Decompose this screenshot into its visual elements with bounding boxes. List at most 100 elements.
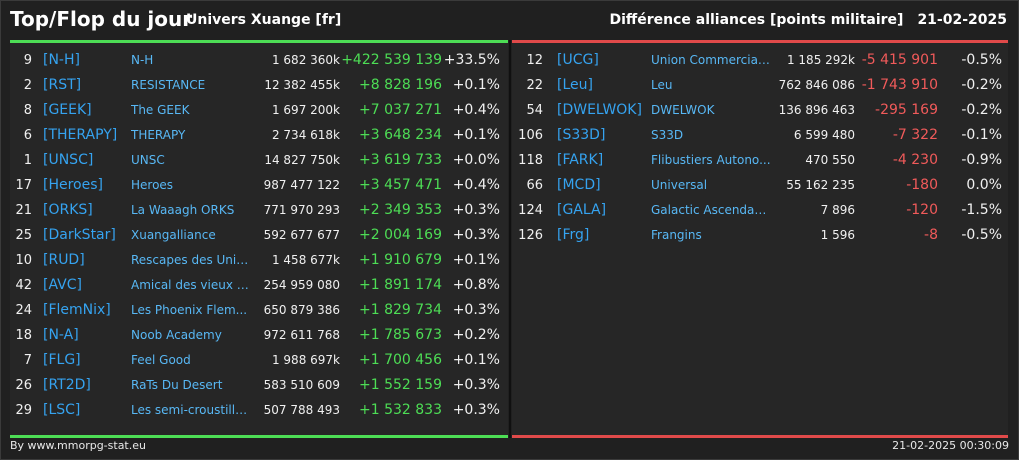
flop-row: 12 [UCG] Union Commerciale... 1 185 292k -5 … xyxy=(512,48,1008,73)
points-difference: +8 828 196 xyxy=(359,77,442,93)
alliance-name-link[interactable]: Xuangalliance xyxy=(131,228,216,242)
percent-change: +0.1% xyxy=(452,252,500,268)
alliance-tag-link[interactable]: [GEEK] xyxy=(43,102,92,118)
points-difference: +1 552 159 xyxy=(359,377,442,393)
alliance-tag-link[interactable]: [FlemNix] xyxy=(43,302,111,318)
alliance-name-link[interactable]: Noob Academy xyxy=(131,328,222,342)
points-difference: +2 004 169 xyxy=(359,227,442,243)
percent-change: +0.1% xyxy=(452,352,500,368)
alliance-rank: 126 xyxy=(518,228,543,243)
alliance-rank: 66 xyxy=(526,178,543,193)
percent-change: -0.2% xyxy=(961,77,1002,93)
alliance-tag-link[interactable]: [N-H] xyxy=(43,52,80,68)
alliance-tag-link[interactable]: [ORKS] xyxy=(43,202,93,218)
percent-change: -1.5% xyxy=(961,202,1002,218)
alliance-name-link[interactable]: UNSC xyxy=(131,153,165,167)
top-row: 42 [AVC] Amical des vieux co... 254 959 080… xyxy=(10,273,508,298)
points-difference: +1 785 673 xyxy=(359,327,442,343)
alliance-tag-link[interactable]: [FLG] xyxy=(43,352,81,368)
percent-change: +0.3% xyxy=(452,227,500,243)
alliance-rank: 106 xyxy=(518,128,543,143)
alliance-name-link[interactable]: Heroes xyxy=(131,178,174,192)
alliance-tag-link[interactable]: [DWELWOK] xyxy=(557,102,642,118)
alliance-name-link[interactable]: Frangins xyxy=(651,228,702,242)
alliance-tag-link[interactable]: [RT2D] xyxy=(43,377,91,393)
points-difference: -8 xyxy=(924,227,938,243)
alliance-tag-link[interactable]: [LSC] xyxy=(43,402,81,418)
alliance-name-link[interactable]: Leu xyxy=(651,78,673,92)
alliance-name-link[interactable]: Universal xyxy=(651,178,708,192)
top-panel: 9 [N-H] N-H 1 682 360k +422 539 139 +33.5% 2 [R… xyxy=(10,40,508,438)
alliance-rank: 17 xyxy=(15,178,32,193)
points-difference: -295 169 xyxy=(875,102,938,118)
alliance-tag-link[interactable]: [FARK] xyxy=(557,152,604,168)
alliance-points: 972 611 768 xyxy=(263,328,340,342)
top-row: 18 [N-A] Noob Academy 972 611 768 +1 785 673… xyxy=(10,323,508,348)
alliance-tag-link[interactable]: [RST] xyxy=(43,77,82,93)
alliance-tag-link[interactable]: [N-A] xyxy=(43,327,79,343)
alliance-name-link[interactable]: RaTs Du Desert xyxy=(131,378,223,392)
flop-row: 106 [S33D] S33D 6 599 480 -7 322 -0.1% xyxy=(512,123,1008,148)
flop-row: 126 [Frg] Frangins 1 596 -8 -0.5% xyxy=(512,223,1008,248)
points-difference: +1 910 679 xyxy=(359,252,442,268)
percent-change: -0.1% xyxy=(961,127,1002,143)
universe-label: Univers Xuange [fr] xyxy=(186,12,342,28)
alliance-name-link[interactable]: THERAPY xyxy=(131,128,186,142)
flop-row: 118 [FARK] Flibustiers Autono... 470 550 -4 … xyxy=(512,148,1008,173)
alliance-tag-link[interactable]: [RUD] xyxy=(43,252,85,268)
alliance-name-link[interactable]: S33D xyxy=(651,128,684,142)
alliance-name-link[interactable]: Les semi-croustilla... xyxy=(131,403,253,417)
alliance-tag-link[interactable]: [UCG] xyxy=(557,52,599,68)
flop-row: 22 [Leu] Leu 762 846 086 -1 743 910 -0.2% xyxy=(512,73,1008,98)
alliance-points: 650 879 386 xyxy=(263,303,340,317)
alliance-name-link[interactable]: Galactic Ascendanc... xyxy=(651,203,773,217)
alliance-name-link[interactable]: RESISTANCE xyxy=(131,78,206,92)
alliance-points: 1 185 292k xyxy=(786,53,855,67)
alliance-name-link[interactable]: The GEEK xyxy=(131,103,190,117)
alliance-rank: 21 xyxy=(15,203,32,218)
alliance-points: 12 382 455k xyxy=(264,78,340,92)
alliance-name-link[interactable]: Les Phoenix Flem... xyxy=(131,303,248,317)
points-difference: +1 829 734 xyxy=(359,302,442,318)
alliance-rank: 54 xyxy=(526,103,543,118)
alliance-points: 1 682 360k xyxy=(271,53,340,67)
page-title: Top/Flop du jour xyxy=(10,7,193,31)
points-difference: +7 037 271 xyxy=(359,102,442,118)
alliance-tag-link[interactable]: [THERAPY] xyxy=(43,127,118,143)
alliance-tag-link[interactable]: [Leu] xyxy=(557,77,593,93)
alliance-points: 7 896 xyxy=(820,203,855,217)
alliance-name-link[interactable]: Rescapes des Univ... xyxy=(131,253,253,267)
alliance-name-link[interactable]: Amical des vieux co... xyxy=(131,278,253,292)
percent-change: +0.3% xyxy=(452,302,500,318)
alliance-name-link[interactable]: DWELWOK xyxy=(651,103,715,117)
percent-change: -0.5% xyxy=(961,227,1002,243)
alliance-rank: 2 xyxy=(23,78,32,93)
alliance-name-link[interactable]: La Waaagh ORKS xyxy=(131,203,235,217)
points-difference: -120 xyxy=(906,202,938,218)
alliance-name-link[interactable]: Feel Good xyxy=(131,353,191,367)
flop-row: 66 [MCD] Universal 55 162 235 -180 0.0% xyxy=(512,173,1008,198)
alliance-name-link[interactable]: N-H xyxy=(131,53,154,67)
alliance-rank: 18 xyxy=(15,328,32,343)
percent-change: -0.2% xyxy=(961,102,1002,118)
alliance-tag-link[interactable]: [Frg] xyxy=(557,227,590,243)
alliance-tag-link[interactable]: [DarkStar] xyxy=(43,227,116,243)
alliance-tag-link[interactable]: [Heroes] xyxy=(43,177,103,193)
percent-change: +0.3% xyxy=(452,402,500,418)
points-difference: +422 539 139 xyxy=(341,52,442,68)
alliance-points: 987 477 122 xyxy=(263,178,340,192)
percent-change: 0.0% xyxy=(966,177,1002,193)
alliance-tag-link[interactable]: [MCD] xyxy=(557,177,601,193)
alliance-points: 2 734 618k xyxy=(271,128,340,142)
alliance-name-link[interactable]: Union Commerciale... xyxy=(651,53,773,67)
points-difference: -7 322 xyxy=(892,127,938,143)
alliance-points: 55 162 235 xyxy=(786,178,855,192)
alliance-points: 254 959 080 xyxy=(263,278,340,292)
alliance-tag-link[interactable]: [UNSC] xyxy=(43,152,94,168)
alliance-tag-link[interactable]: [AVC] xyxy=(43,277,82,293)
alliance-tag-link[interactable]: [GALA] xyxy=(557,202,607,218)
alliance-tag-link[interactable]: [S33D] xyxy=(557,127,606,143)
alliance-name-link[interactable]: Flibustiers Autono... xyxy=(651,153,771,167)
percent-change: +0.1% xyxy=(452,77,500,93)
top-row: 17 [Heroes] Heroes 987 477 122 +3 457 471 +0.… xyxy=(10,173,508,198)
